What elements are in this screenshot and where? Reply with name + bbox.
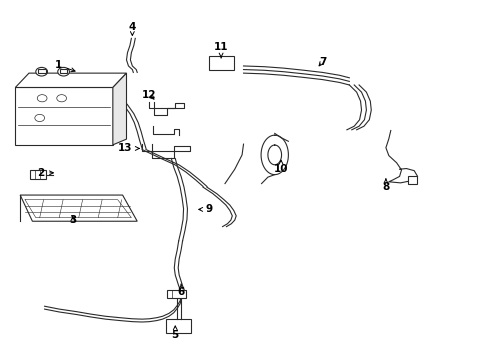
Polygon shape bbox=[113, 73, 126, 145]
Bar bbox=[209, 56, 233, 69]
Text: 9: 9 bbox=[198, 204, 212, 215]
Circle shape bbox=[35, 114, 44, 122]
Text: 13: 13 bbox=[118, 143, 139, 153]
Bar bbox=[407, 176, 416, 184]
Text: 11: 11 bbox=[213, 42, 228, 58]
Circle shape bbox=[58, 67, 69, 76]
Text: 4: 4 bbox=[128, 22, 136, 36]
Text: 7: 7 bbox=[318, 57, 325, 67]
Circle shape bbox=[37, 95, 47, 102]
Text: 2: 2 bbox=[37, 168, 53, 178]
Text: 1: 1 bbox=[55, 60, 75, 72]
Text: 12: 12 bbox=[142, 90, 156, 100]
Text: 8: 8 bbox=[382, 179, 389, 192]
Text: 5: 5 bbox=[171, 326, 179, 340]
Polygon shape bbox=[20, 195, 137, 221]
Bar bbox=[167, 290, 185, 298]
Bar bbox=[30, 170, 45, 179]
Circle shape bbox=[36, 67, 47, 76]
Text: 6: 6 bbox=[177, 284, 184, 297]
Bar bbox=[15, 87, 113, 145]
Circle shape bbox=[57, 95, 66, 102]
Bar bbox=[38, 69, 45, 73]
Polygon shape bbox=[15, 73, 126, 87]
Text: 10: 10 bbox=[273, 160, 288, 174]
Bar bbox=[165, 319, 190, 333]
Bar bbox=[60, 69, 67, 73]
Text: 3: 3 bbox=[69, 215, 76, 225]
